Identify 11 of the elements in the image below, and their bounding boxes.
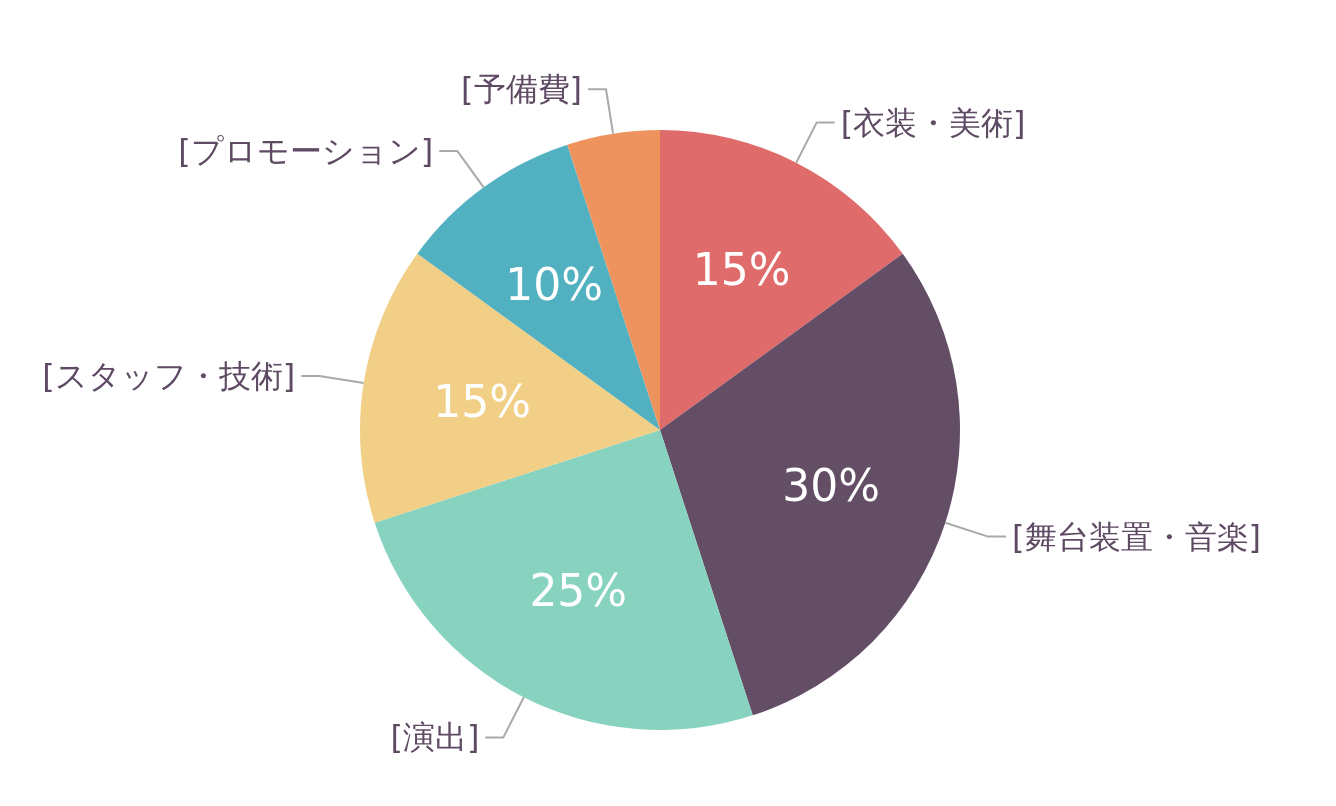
slice-label: [衣装・美術] <box>840 103 1026 142</box>
data-label: 15% <box>433 376 532 428</box>
data-label: 15% <box>692 244 791 296</box>
slice-label: [舞台装置・音楽] <box>1012 517 1262 556</box>
slice-label: [スタッフ・技術] <box>42 357 296 396</box>
slice-label: [プロモーション] <box>178 131 434 170</box>
slice-label: [演出] <box>390 718 480 757</box>
data-label: 25% <box>529 564 628 616</box>
data-label: 10% <box>505 258 604 310</box>
data-label: 30% <box>782 460 881 512</box>
slice-label: [予備費] <box>461 70 583 109</box>
